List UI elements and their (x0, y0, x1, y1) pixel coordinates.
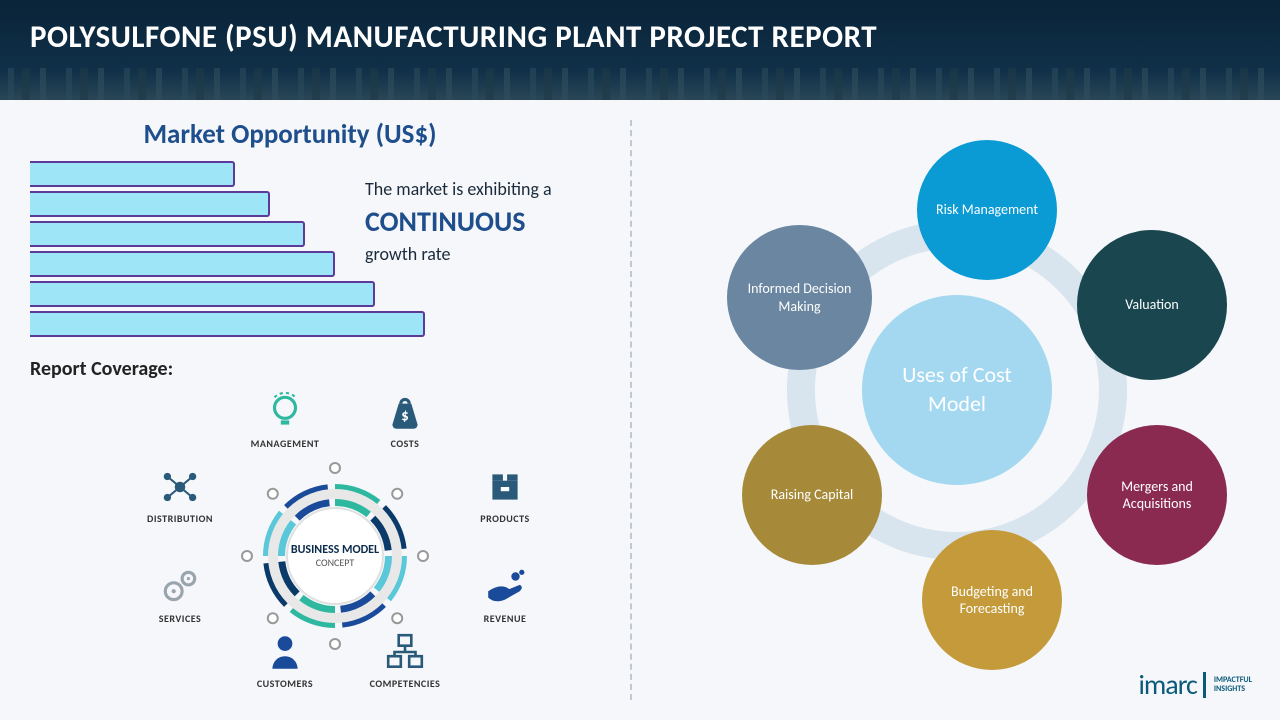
business-model-diagram: BUSINESS MODELCONCEPT MANAGEMENT$COSTS PR… (30, 371, 610, 671)
network-icon (159, 466, 201, 508)
cost-node-informed-decision-making: Informed Decision Making (727, 225, 872, 370)
bm-item-services: SERVICES (125, 566, 235, 625)
bulb-icon (264, 391, 306, 433)
market-bar (30, 281, 375, 307)
bm-item-revenue: REVENUE (450, 566, 560, 625)
market-bar (30, 221, 305, 247)
market-bar (30, 161, 235, 187)
box-icon (484, 466, 526, 508)
gears-icon (159, 566, 201, 608)
brand-logo: imarc IMPACTFULINSIGHTS (1138, 667, 1252, 702)
page-title: POLYSULFONE (PSU) MANUFACTURING PLANT PR… (30, 18, 1250, 56)
growth-line1: The market is exhibiting a (365, 178, 625, 200)
header-banner: POLYSULFONE (PSU) MANUFACTURING PLANT PR… (0, 0, 1280, 100)
cost-node-budgeting-and-forecasting: Budgeting and Forecasting (922, 530, 1062, 670)
bm-item-distribution: DISTRIBUTION (125, 466, 235, 525)
skyline-decoration (0, 68, 1280, 100)
logo-divider (1203, 672, 1206, 698)
right-panel: Uses of Cost Model Risk ManagementValuat… (632, 100, 1280, 720)
bm-item-costs: $COSTS (350, 391, 460, 450)
market-bar (30, 191, 270, 217)
market-bar (30, 251, 335, 277)
logo-text: imarc (1138, 667, 1196, 702)
content-area: Market Opportunity (US$) The market is e… (0, 100, 1280, 720)
business-model-center: BUSINESS MODELCONCEPT (270, 491, 400, 621)
bag-icon: $ (384, 391, 426, 433)
org-icon (384, 631, 426, 673)
market-bar (30, 311, 425, 337)
bm-item-customers: CUSTOMERS (230, 631, 340, 690)
growth-line2: growth rate (365, 243, 625, 265)
cost-node-risk-management: Risk Management (917, 140, 1057, 280)
svg-text:$: $ (401, 406, 408, 424)
cost-node-raising-capital: Raising Capital (742, 425, 882, 565)
market-title: Market Opportunity (US$) (30, 118, 550, 151)
cost-model-diagram: Uses of Cost Model Risk ManagementValuat… (647, 120, 1267, 700)
growth-emphasis: CONTINUOUS (365, 204, 625, 239)
growth-text: The market is exhibiting a CONTINUOUS gr… (365, 178, 625, 265)
cost-node-mergers-and-acquisitions: Mergers and Acquisitions (1087, 425, 1227, 565)
hand-icon (484, 566, 526, 608)
bm-item-management: MANAGEMENT (230, 391, 340, 450)
cost-model-center: Uses of Cost Model (862, 295, 1052, 485)
cost-node-valuation: Valuation (1077, 230, 1227, 380)
logo-tagline: IMPACTFULINSIGHTS (1214, 676, 1252, 694)
bm-item-competencies: COMPETENCIES (350, 631, 460, 690)
left-panel: Market Opportunity (US$) The market is e… (0, 100, 630, 720)
bm-item-products: PRODUCTS (450, 466, 560, 525)
person-icon (264, 631, 306, 673)
